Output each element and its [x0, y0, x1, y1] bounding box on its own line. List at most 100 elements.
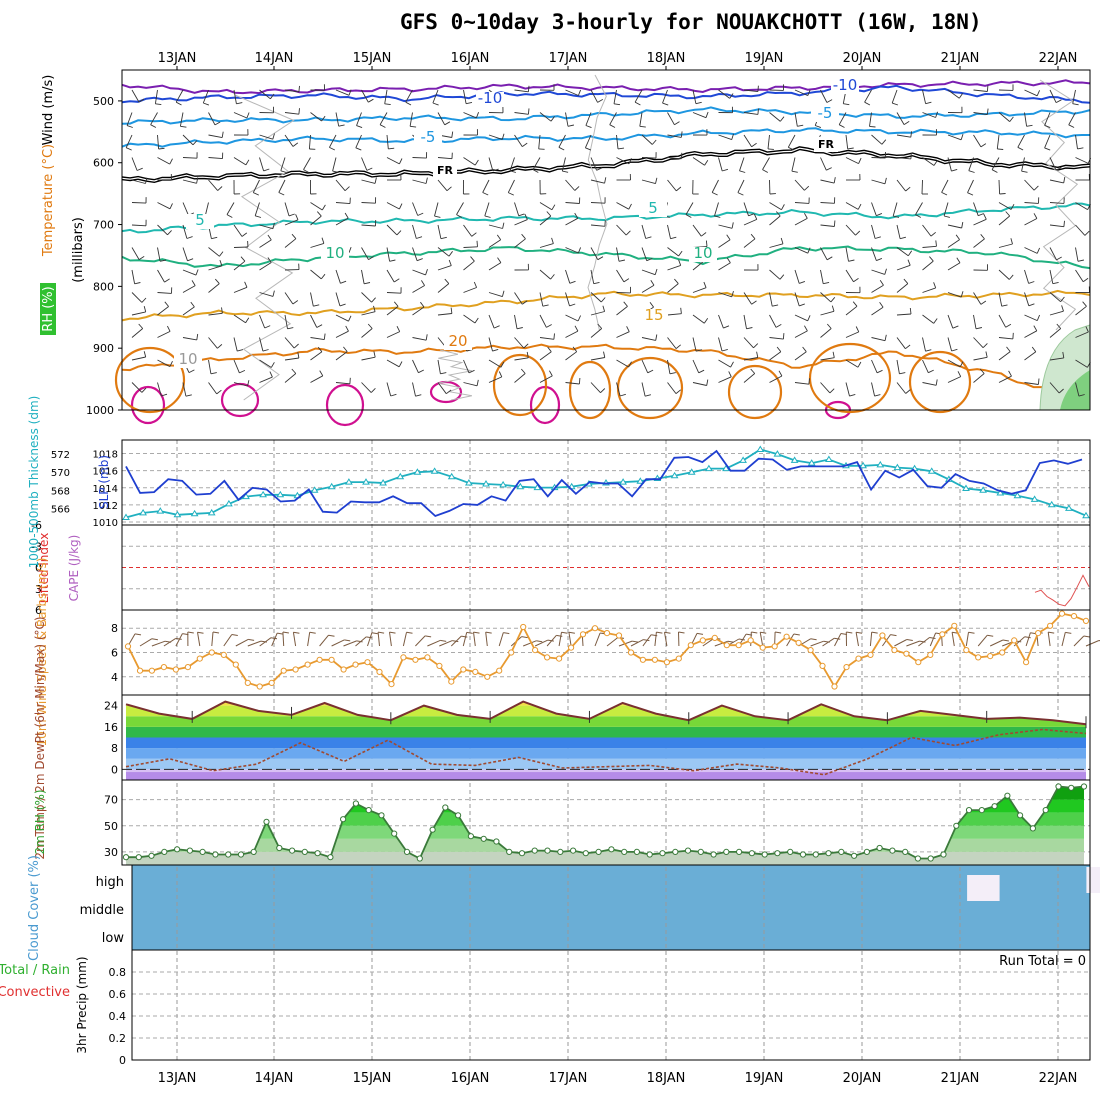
- wind-barb-flag: [219, 259, 223, 266]
- wind-barb-flag: [393, 301, 399, 307]
- wind-barb: [896, 247, 909, 257]
- wind-barb-flag: [838, 124, 845, 128]
- wind-barb: [367, 632, 373, 647]
- wind-barb-flag: [151, 638, 158, 641]
- wind-barb: [488, 376, 502, 383]
- wind-barb-flag: [521, 636, 528, 639]
- precip-tick-label: 0.4: [109, 1010, 127, 1023]
- wind-barb-flag: [829, 388, 835, 394]
- wind-barb-flag: [1005, 323, 1012, 328]
- wind-barb-flag: [577, 315, 582, 322]
- wind-barb: [175, 633, 183, 647]
- wind-speed-point: [999, 649, 1006, 656]
- wind-barb-flag: [654, 268, 658, 275]
- wind-barb: [208, 312, 223, 316]
- wind-barb: [175, 89, 184, 103]
- wind-barb: [284, 357, 299, 361]
- wind-barb: [226, 202, 235, 215]
- wind-barb-flag: [1044, 147, 1051, 151]
- wind-barb-flag: [270, 637, 278, 640]
- wind-barb-flag: [644, 394, 652, 397]
- wind-barb-flag: [574, 212, 579, 219]
- wind-barb-flag: [440, 236, 447, 240]
- wind-barb-flag: [237, 349, 244, 352]
- wind-barb-flag: [473, 281, 478, 288]
- wind-barb: [947, 224, 962, 229]
- wind-barb: [769, 314, 777, 328]
- rh-point: [940, 851, 947, 858]
- wind-barb: [437, 247, 450, 257]
- wind-barb-flag: [502, 222, 505, 229]
- wind-barb: [437, 224, 442, 239]
- wind-barb: [718, 314, 724, 329]
- wind-barb: [590, 179, 605, 184]
- wind-barb: [871, 179, 886, 185]
- wind-barb: [584, 134, 592, 148]
- rh-point: [876, 844, 883, 852]
- wind-barb-flag: [508, 192, 514, 196]
- cloud-tick-label: low: [102, 931, 125, 946]
- wind-barb-flag: [941, 191, 948, 196]
- wind-barb: [1075, 382, 1080, 397]
- wind-barb: [405, 89, 413, 103]
- wind-barb-flag: [297, 352, 300, 359]
- rh-contour: [587, 74, 608, 331]
- wind-barb-flag: [632, 640, 639, 643]
- wind-barb-flag: [161, 393, 168, 397]
- wind-speed-point: [867, 651, 874, 659]
- wind-barb: [157, 382, 162, 397]
- wind-barb: [820, 224, 835, 227]
- lifted-tick-label: 3: [35, 583, 42, 596]
- wind-barb-flag: [356, 640, 363, 643]
- wind-barb: [182, 269, 197, 276]
- wind-barb: [565, 351, 577, 361]
- wind-barb: [1024, 179, 1035, 191]
- wind-barb-flag: [1008, 370, 1012, 377]
- wind-barb: [718, 376, 732, 383]
- wind-barb: [894, 639, 908, 647]
- wind-barb-flag: [626, 326, 630, 332]
- wind-barb-flag: [384, 103, 391, 106]
- wind-barb: [1024, 89, 1038, 97]
- wind-barb: [1075, 247, 1079, 262]
- wind-barb: [794, 247, 808, 254]
- wind-barb: [743, 134, 752, 147]
- wind-barb-flag: [451, 131, 454, 138]
- wind-barb-flag: [603, 351, 606, 358]
- wind-barb: [361, 247, 369, 260]
- wind-barb: [1017, 134, 1025, 148]
- wind-barb-flag: [523, 343, 529, 349]
- wind-barb-flag: [551, 204, 556, 211]
- wind-barb: [456, 202, 464, 215]
- wind-barb-flag: [905, 186, 911, 192]
- wind-barb: [743, 314, 747, 329]
- rh-point: [761, 851, 768, 858]
- wind-barb-flag: [678, 250, 683, 257]
- wind-barb: [208, 337, 218, 349]
- wind-barb-flag: [547, 346, 552, 352]
- wind-barb-flag: [522, 142, 528, 147]
- rh-point: [710, 851, 717, 858]
- wind-speed-point: [292, 666, 299, 673]
- isotherm-label-bg: [689, 247, 717, 262]
- wind-barb: [412, 224, 417, 239]
- wind-barb: [820, 382, 831, 394]
- wind-barb: [131, 292, 143, 303]
- wind-barb: [488, 337, 493, 352]
- wind-barb: [973, 373, 985, 383]
- wind-speed-point: [699, 637, 706, 644]
- wind-barb: [558, 632, 562, 647]
- wind-barb: [463, 224, 473, 237]
- wind-barb: [412, 269, 426, 276]
- wind-barb-flag: [695, 101, 702, 105]
- wind-barb: [284, 337, 295, 349]
- wind-barb-flag: [978, 213, 984, 217]
- wind-barb: [386, 157, 400, 165]
- lifted-tick-label: -3: [31, 540, 42, 553]
- wind-barb-flag: [446, 186, 452, 192]
- wind-barb-flag: [374, 177, 377, 184]
- wind-barb-flag: [134, 282, 141, 285]
- precip-tick-label: 0.2: [109, 1032, 127, 1045]
- wind-barb-flag: [1008, 274, 1014, 280]
- wind-barb-flag: [905, 389, 911, 394]
